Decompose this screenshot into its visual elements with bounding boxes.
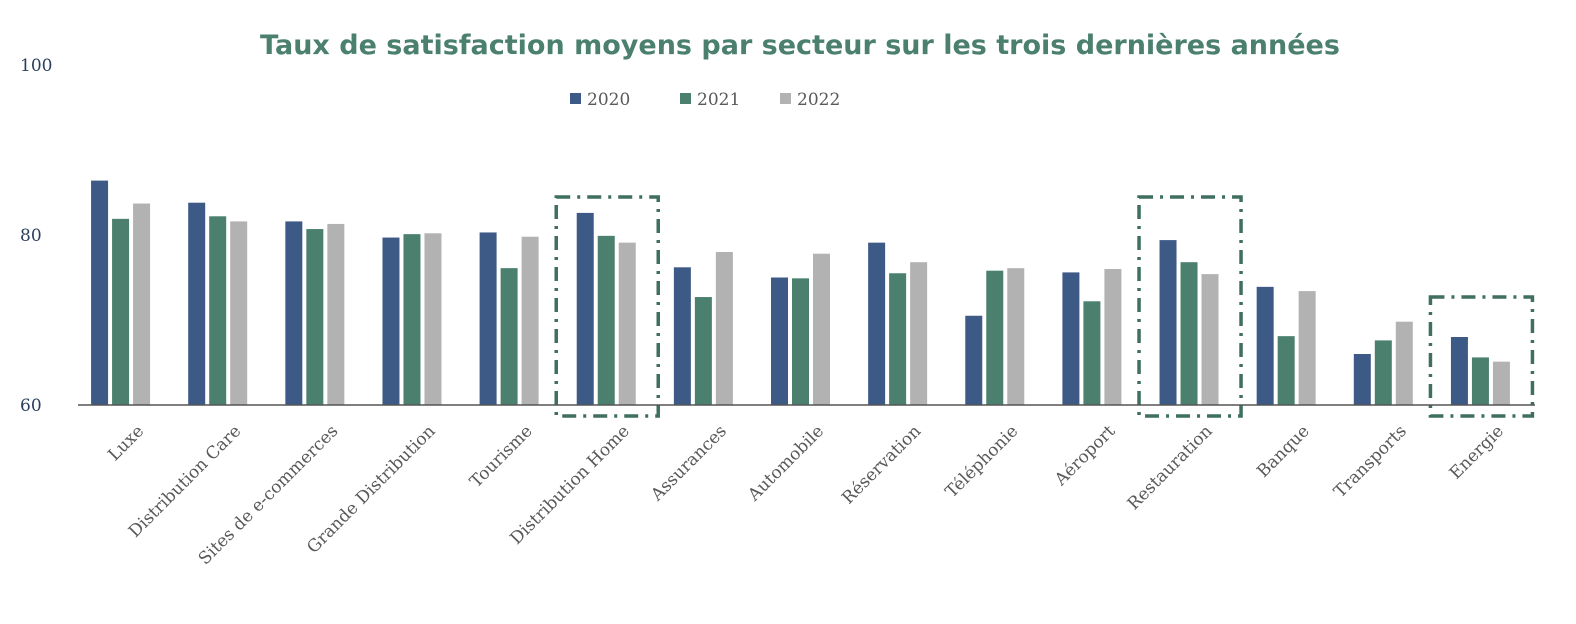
chart-title: Taux de satisfaction moyens par secteur … (260, 30, 1340, 61)
bar-2022 (521, 236, 539, 405)
bar-group-6 (673, 252, 733, 405)
bars (91, 180, 1510, 405)
bar-2020 (576, 212, 594, 405)
category-label: Automobile (744, 421, 828, 505)
bar-2022 (327, 223, 345, 405)
bar-2022 (813, 253, 830, 405)
bar-2020 (188, 202, 206, 405)
bar-group-10 (1062, 269, 1122, 405)
bar-2020 (868, 242, 886, 405)
bar-group-11 (1159, 240, 1219, 405)
bar-2020 (771, 277, 788, 405)
legend-swatch (780, 93, 791, 104)
bar-2020 (1159, 240, 1177, 405)
bar-2021 (694, 297, 712, 405)
bar-2022 (1395, 321, 1413, 405)
bar-2021 (209, 216, 227, 405)
bar-2022 (910, 262, 928, 405)
legend-swatch (570, 93, 581, 104)
bar-2021 (112, 218, 130, 405)
bar-2022 (1201, 274, 1219, 405)
legend-label: 2020 (587, 90, 630, 110)
bar-group-12 (1256, 286, 1316, 405)
legend-item-2021: 2021 (680, 90, 740, 110)
bar-2021 (597, 235, 615, 405)
bar-2022 (230, 221, 248, 405)
bar-group-0 (91, 180, 151, 405)
bar-group-5 (576, 212, 636, 405)
bar-2022 (1492, 361, 1510, 405)
category-label: Banque (1253, 421, 1313, 481)
bar-2022 (715, 252, 733, 405)
bar-2020 (1256, 286, 1274, 405)
bar-group-2 (285, 221, 345, 405)
legend-item-2022: 2022 (780, 90, 840, 110)
category-label: Luxe (104, 421, 148, 465)
bar-2020 (673, 267, 691, 405)
y-tick-label: 100 (20, 56, 52, 76)
category-label: Réservation (838, 421, 925, 508)
category-label: Transports (1330, 421, 1411, 502)
highlight-box (554, 195, 660, 418)
bar-2021 (1180, 262, 1198, 405)
bar-group-7 (771, 253, 830, 405)
y-axis: 60 80 100 (20, 56, 52, 416)
category-label: Energie (1446, 421, 1508, 483)
bar-group-8 (868, 242, 928, 405)
bar-group-4 (479, 232, 539, 405)
bar-2020 (1353, 354, 1371, 405)
bar-2022 (1007, 268, 1025, 405)
bar-2020 (479, 232, 497, 405)
bar-2021 (986, 270, 1004, 405)
bar-group-3 (382, 233, 442, 405)
bar-2021 (792, 278, 809, 405)
category-label: Aéroport (1050, 421, 1119, 490)
category-label: Restauration (1124, 421, 1217, 514)
bar-group-14 (1450, 337, 1510, 405)
bar-2022 (424, 233, 442, 405)
bar-2020 (1450, 337, 1468, 405)
bar-2022 (1104, 269, 1122, 405)
bar-2021 (306, 229, 324, 405)
bar-2022 (1298, 291, 1316, 405)
bar-group-9 (965, 268, 1025, 405)
bar-2022 (133, 203, 151, 405)
bar-2021 (889, 273, 907, 405)
legend-swatch (680, 93, 691, 104)
bar-2020 (1062, 272, 1080, 405)
bar-2020 (285, 221, 303, 405)
bar-2021 (1471, 357, 1489, 405)
bar-2022 (618, 242, 636, 405)
bar-2021 (403, 234, 421, 405)
bar-group-13 (1353, 321, 1413, 405)
category-label: Assurances (647, 421, 731, 505)
bar-2020 (382, 237, 400, 405)
category-label: Téléphonie (942, 421, 1023, 502)
bar-group-1 (188, 202, 248, 405)
legend-label: 2022 (797, 90, 840, 110)
highlight-box (1137, 195, 1243, 418)
y-tick-label: 80 (20, 226, 42, 246)
bar-2021 (500, 268, 518, 405)
bar-2020 (965, 315, 983, 405)
highlight-box (1428, 295, 1535, 418)
legend-label: 2021 (697, 90, 740, 110)
bar-2021 (1083, 301, 1101, 405)
bar-2021 (1277, 336, 1295, 405)
category-label: Tourisme (466, 421, 536, 491)
bar-2020 (91, 180, 109, 405)
bar-2021 (1374, 340, 1392, 405)
highlight-boxes (554, 195, 1535, 418)
legend: 2020 2021 2022 (570, 90, 840, 110)
y-tick-label: 60 (20, 396, 42, 416)
legend-item-2020: 2020 (570, 90, 630, 110)
